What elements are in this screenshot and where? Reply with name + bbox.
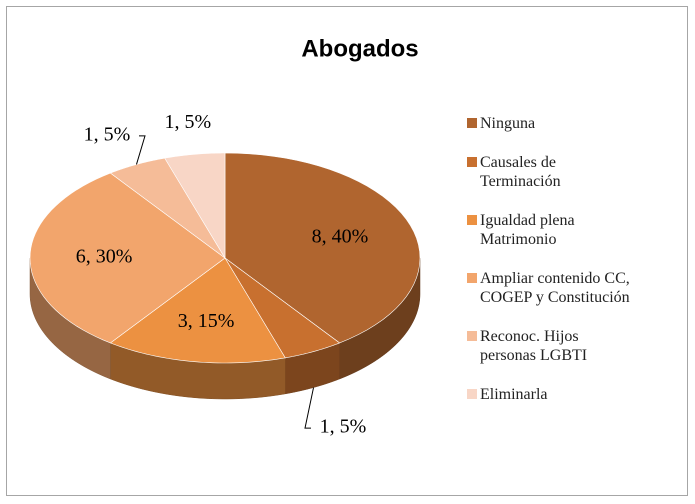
legend: Ninguna Causales de Terminación Igualdad p…: [467, 114, 687, 424]
chart-title: Abogados: [301, 35, 418, 62]
legend-swatch: [467, 389, 477, 399]
legend-swatch: [467, 331, 477, 341]
legend-label: Eliminarla: [480, 386, 548, 403]
legend-label: Ninguna: [480, 115, 536, 132]
legend-swatch: [467, 215, 477, 225]
legend-item: Ninguna: [467, 114, 687, 133]
legend-label: Causales de Terminación: [480, 154, 561, 190]
data-label: 1, 5%: [84, 123, 131, 145]
legend-label: Reconoc. Hijos personas LGBTI: [480, 328, 588, 364]
legend-label: Igualdad plena Matrimonio: [480, 212, 575, 248]
slice: [224, 152, 421, 344]
legend-swatch: [467, 157, 477, 167]
data-label: 3, 15%: [178, 310, 235, 332]
slice: [224, 257, 341, 359]
data-label: 6, 30%: [76, 246, 133, 268]
slice: [29, 172, 226, 344]
slice: [109, 257, 286, 364]
legend-item: Causales de Terminación: [467, 153, 687, 191]
legend-item: Reconoc. Hijos personas LGBTI: [467, 327, 687, 365]
data-label: 1, 5%: [320, 416, 367, 438]
leader-line: [304, 387, 315, 429]
legend-item: Igualdad plena Matrimonio: [467, 211, 687, 249]
legend-swatch: [467, 118, 477, 128]
legend-label: Ampliar contenido CC, COGEP y Constituci…: [480, 270, 630, 306]
chart-frame: [6, 6, 688, 496]
legend-swatch: [467, 273, 477, 283]
legend-item: Eliminarla: [467, 385, 687, 404]
slice: [164, 152, 226, 260]
legend-item: Ampliar contenido CC, COGEP y Constituci…: [467, 269, 687, 307]
data-label: 8, 40%: [312, 225, 369, 247]
data-label: 1, 5%: [164, 111, 211, 133]
leader-line: [135, 135, 146, 165]
